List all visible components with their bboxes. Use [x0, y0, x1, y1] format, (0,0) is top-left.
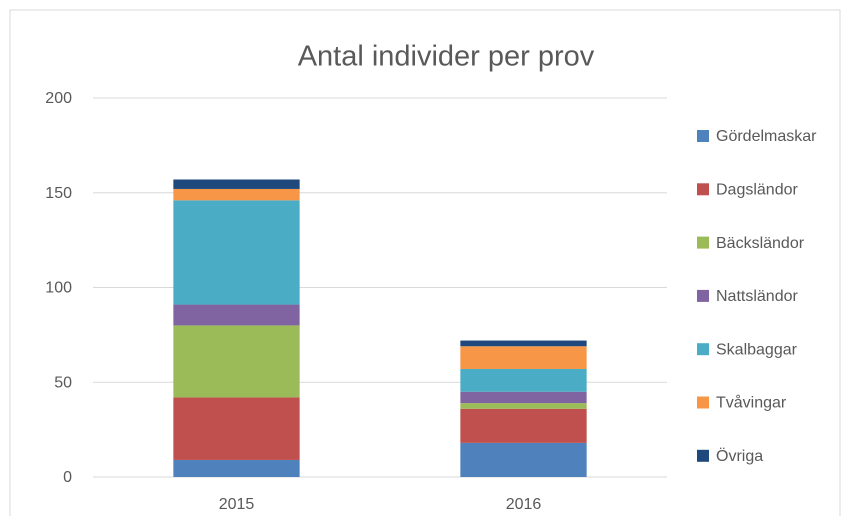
bar-segment: [173, 179, 300, 189]
legend-label: Bäcksländor: [716, 235, 805, 252]
bar-segment: [460, 403, 587, 409]
x-tick-label: 2015: [219, 496, 255, 513]
legend-swatch: [697, 343, 709, 356]
bar-segment: [173, 325, 300, 398]
legend-label: Skalbaggar: [716, 341, 798, 358]
legend-swatch: [697, 236, 709, 249]
bar-segment: [460, 391, 587, 404]
y-tick-label: 150: [45, 185, 72, 202]
chart-title: Antal individer per prov: [298, 41, 595, 73]
y-tick-label: 0: [63, 469, 72, 486]
legend-swatch: [697, 130, 709, 142]
bar-segment: [460, 340, 587, 347]
bar-segment: [460, 368, 587, 392]
legend-label: Dagsländor: [716, 182, 799, 199]
x-tick-label: 2016: [506, 496, 542, 513]
legend-swatch: [697, 289, 709, 302]
y-tick-label: 200: [45, 90, 72, 107]
y-tick-label: 50: [54, 374, 72, 391]
legend-label: Gördelmaskar: [716, 128, 817, 145]
y-tick-label: 100: [45, 280, 72, 297]
bar-segment: [460, 408, 587, 443]
chart-frame: [9, 9, 841, 516]
legend-swatch: [697, 449, 709, 462]
bar-segment: [173, 188, 300, 201]
bar-segment: [173, 304, 300, 326]
legend-swatch: [697, 396, 709, 409]
bar-segment: [460, 442, 587, 477]
legend-swatch: [697, 183, 709, 196]
legend-label: Nattsländor: [716, 288, 798, 305]
bar-segment: [173, 459, 300, 477]
bar-segment: [173, 397, 300, 460]
bar-segment: [173, 200, 300, 305]
legend-label: Övriga: [716, 447, 763, 465]
bar-segment: [460, 346, 587, 369]
legend-label: Tvåvingar: [716, 394, 787, 412]
